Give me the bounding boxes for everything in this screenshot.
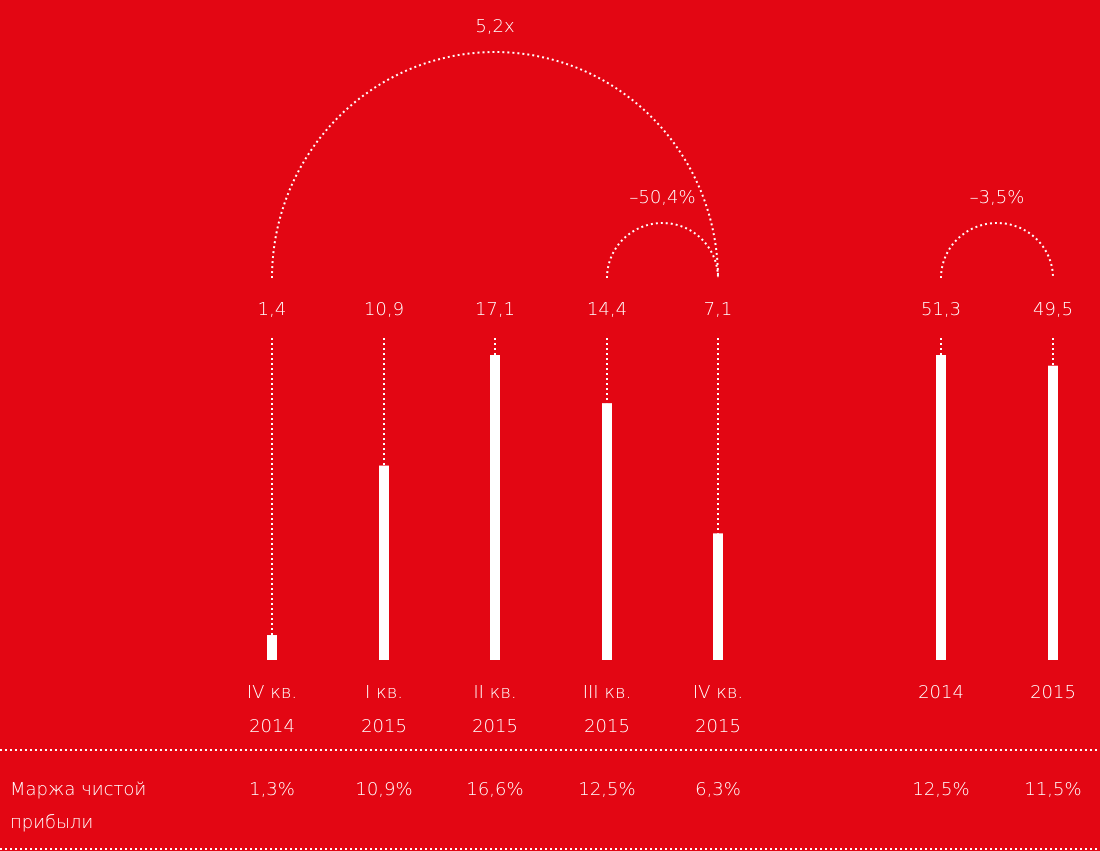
- comparison-arcs: 5,2x –50,4% –3,5%: [272, 16, 1053, 278]
- bar-value-label: 17,1: [475, 299, 515, 320]
- bar-value-label: 1,4: [258, 299, 287, 320]
- bar: [267, 635, 277, 660]
- bar-value-label: 49,5: [1033, 299, 1073, 320]
- comparison-arc: [941, 223, 1053, 278]
- category-label-line2: 2015: [584, 716, 630, 737]
- margin-value: 12,5%: [912, 779, 969, 800]
- margin-row-values: 1,3% 10,9% 16,6% 12,5% 6,3% 12,5% 11,5%: [249, 779, 1081, 800]
- category-label-line1: IV кв.: [693, 682, 743, 703]
- bar: [490, 355, 500, 660]
- category-label-line1: II кв.: [473, 682, 516, 703]
- margin-value: 16,6%: [466, 779, 523, 800]
- category-label: 2015: [1030, 682, 1076, 703]
- bar-value-label: 14,4: [587, 299, 627, 320]
- margin-value: 10,9%: [355, 779, 412, 800]
- category-label-line1: IV кв.: [247, 682, 297, 703]
- margin-row-label-line1: Маржа чистой: [10, 779, 146, 800]
- bar: [379, 466, 389, 660]
- category-label-line1: III кв.: [583, 682, 632, 703]
- category-label: 2014: [918, 682, 964, 703]
- bars-group: 1,4 10,9 17,1 14,4 7,1 51,3 49,5: [258, 299, 1073, 660]
- category-labels: IV кв. 2014 I кв. 2015 II кв. 2015 III кв. 2015…: [247, 682, 1076, 737]
- margin-value: 12,5%: [578, 779, 635, 800]
- category-label-line2: 2014: [249, 716, 295, 737]
- comparison-arc: [272, 52, 718, 278]
- bar: [1048, 366, 1058, 660]
- comparison-label: –50,4%: [629, 187, 695, 208]
- bar-value-label: 10,9: [364, 299, 404, 320]
- bar: [713, 533, 723, 660]
- bar: [936, 355, 946, 660]
- comparison-label: –3,5%: [970, 187, 1025, 208]
- category-label-line2: 2015: [695, 716, 741, 737]
- category-label-line2: 2015: [361, 716, 407, 737]
- bar-value-label: 7,1: [704, 299, 733, 320]
- margin-value: 6,3%: [695, 779, 741, 800]
- bar: [602, 403, 612, 660]
- margin-value: 1,3%: [249, 779, 295, 800]
- margin-value: 11,5%: [1024, 779, 1081, 800]
- category-label-line1: I кв.: [365, 682, 403, 703]
- comparison-label: 5,2x: [475, 16, 514, 37]
- bar-value-label: 51,3: [921, 299, 961, 320]
- category-label-line2: 2015: [472, 716, 518, 737]
- margin-row-label-line2: прибыли: [10, 812, 93, 833]
- comparison-arc: [607, 223, 718, 278]
